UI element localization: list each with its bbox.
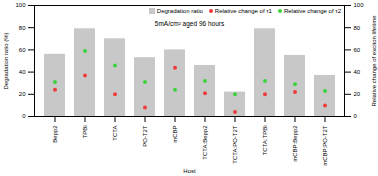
svg-text:Relative change of exciton lif: Relative change of exciton lifetime xyxy=(371,15,377,107)
svg-text:0: 0 xyxy=(354,113,358,119)
svg-text:mCBP:Bepp2: mCBP:Bepp2 xyxy=(292,125,298,162)
svg-text:mCBP: mCBP xyxy=(172,126,178,143)
svg-text:40: 40 xyxy=(354,69,361,75)
svg-text:Bepp2: Bepp2 xyxy=(52,125,58,143)
svg-text:80: 80 xyxy=(19,25,26,31)
svg-text:TCTA:TPBi: TCTA:TPBi xyxy=(262,126,268,156)
svg-text:0: 0 xyxy=(22,113,26,119)
svg-text:20: 20 xyxy=(354,91,361,97)
svg-text:PO-T2T: PO-T2T xyxy=(142,125,148,147)
svg-text:80: 80 xyxy=(354,25,361,31)
svg-text:TCTA:Bepp2: TCTA:Bepp2 xyxy=(202,125,208,160)
svg-text:60: 60 xyxy=(19,47,26,53)
svg-text:40: 40 xyxy=(19,69,26,75)
svg-text:60: 60 xyxy=(354,47,361,53)
svg-text:20: 20 xyxy=(19,91,26,97)
svg-text:100: 100 xyxy=(15,2,26,8)
svg-text:5mA/cm² aged 96 hours: 5mA/cm² aged 96 hours xyxy=(155,20,225,28)
svg-text:Host: Host xyxy=(183,168,196,174)
html-text:Degradation ratio: Degradation ratio xyxy=(156,8,203,14)
svg-text:mCBP:PO-T2T: mCBP:PO-T2T xyxy=(322,125,328,166)
svg-text:100: 100 xyxy=(354,2,365,8)
html-text:Relative change of τ1: Relative change of τ1 xyxy=(214,8,272,14)
svg-text:TCTA: TCTA xyxy=(112,126,118,141)
svg-text:Degradation ratio (%): Degradation ratio (%) xyxy=(3,32,9,89)
svg-text:TCTA:PO-T2T: TCTA:PO-T2T xyxy=(232,125,238,164)
html-text:Relative change of τ2: Relative change of τ2 xyxy=(283,8,341,14)
svg-text:TPBi: TPBi xyxy=(82,126,88,139)
